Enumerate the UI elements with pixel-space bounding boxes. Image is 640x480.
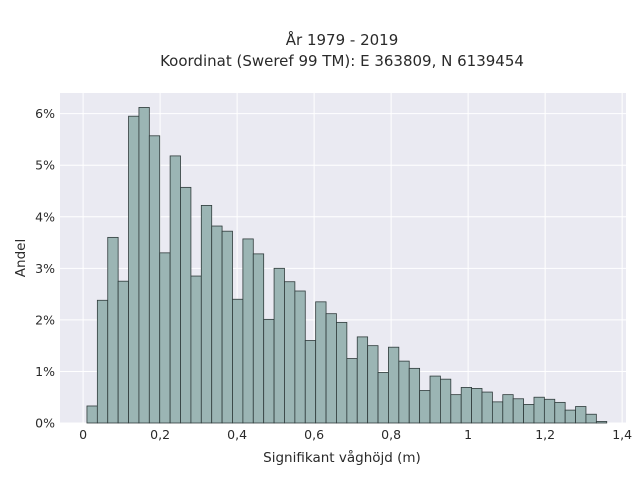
histogram-bar [107,236,119,424]
histogram-bar [86,405,98,424]
histogram-bar [336,322,348,424]
histogram-bar [419,390,431,424]
y-axis-label: Andel [13,239,29,277]
histogram-bar [440,378,452,424]
histogram-bar [450,394,462,424]
x-tick-label: 1,4 [612,427,632,442]
x-tick-label: 1,2 [535,427,555,442]
histogram-bar [315,301,327,424]
histogram-bar [273,267,285,424]
chart-title: År 1979 - 2019 [286,30,399,49]
histogram-bar [564,409,576,424]
histogram-bar [575,406,587,424]
y-tick-label: 5% [35,158,55,173]
y-tick-label: 1% [35,364,55,379]
histogram-bar [595,421,608,424]
x-tick-label: 0,6 [304,427,324,442]
histogram-bar [408,367,421,424]
histogram-bar [481,391,493,424]
histogram-bar [148,135,161,424]
x-tick-label: 1 [464,427,472,442]
x-tick-label: 0 [79,427,87,442]
histogram-bar [117,280,129,424]
histogram-bar [159,252,171,424]
histogram-bar [512,398,524,424]
x-tick-label: 0,8 [381,427,401,442]
x-axis-label: Signifikant våghöjd (m) [263,449,421,466]
histogram-bar [294,290,306,424]
chart-subtitle: Koordinat (Sweref 99 TM): E 363809, N 61… [160,52,524,70]
histogram-bar [543,398,556,424]
y-tick-label: 3% [35,261,55,276]
histogram-bar [232,298,244,424]
histogram-bar [523,404,535,424]
histogram-bar [284,281,296,424]
histogram-bar [491,401,504,424]
histogram-bar [252,253,265,424]
histogram-bar [356,336,369,424]
x-axis-ticks: 0 0,2 0,4 0,6 0,8 1 1,2 1,4 [79,427,632,442]
y-tick-label: 2% [35,312,55,327]
histogram-bar [304,340,317,424]
histogram-bar [533,396,545,424]
histogram-bar [221,230,233,424]
histogram-bar [200,205,213,424]
histogram-bar [180,186,192,424]
histogram-bar [138,107,150,424]
histogram-bar [460,387,473,424]
histogram-bar [471,388,483,424]
histogram-bar [377,372,389,424]
histogram-bar [169,155,181,424]
histogram-bar [388,346,400,424]
histogram-bar [128,115,140,424]
histogram-bar [325,313,337,424]
histogram-bar [96,299,109,424]
histogram-bar [211,225,223,424]
histogram-bar [242,238,254,424]
histogram-bar [398,360,410,424]
histogram-bar [263,318,275,424]
histogram-bar [502,394,514,424]
y-tick-label: 4% [35,209,55,224]
x-tick-label: 0,4 [227,427,247,442]
histogram-bar [190,275,202,424]
x-tick-label: 0,2 [150,427,170,442]
histogram-bar [429,375,441,424]
histogram-bar [346,358,358,424]
y-tick-label: 6% [35,106,55,121]
histogram-bar [585,413,597,424]
histogram-bar [367,345,379,424]
y-tick-label: 0% [35,416,55,431]
histogram-bar [554,401,566,424]
bars [86,107,608,424]
y-axis-ticks: 0% 1% 2% 3% 4% 5% 6% [35,106,55,430]
